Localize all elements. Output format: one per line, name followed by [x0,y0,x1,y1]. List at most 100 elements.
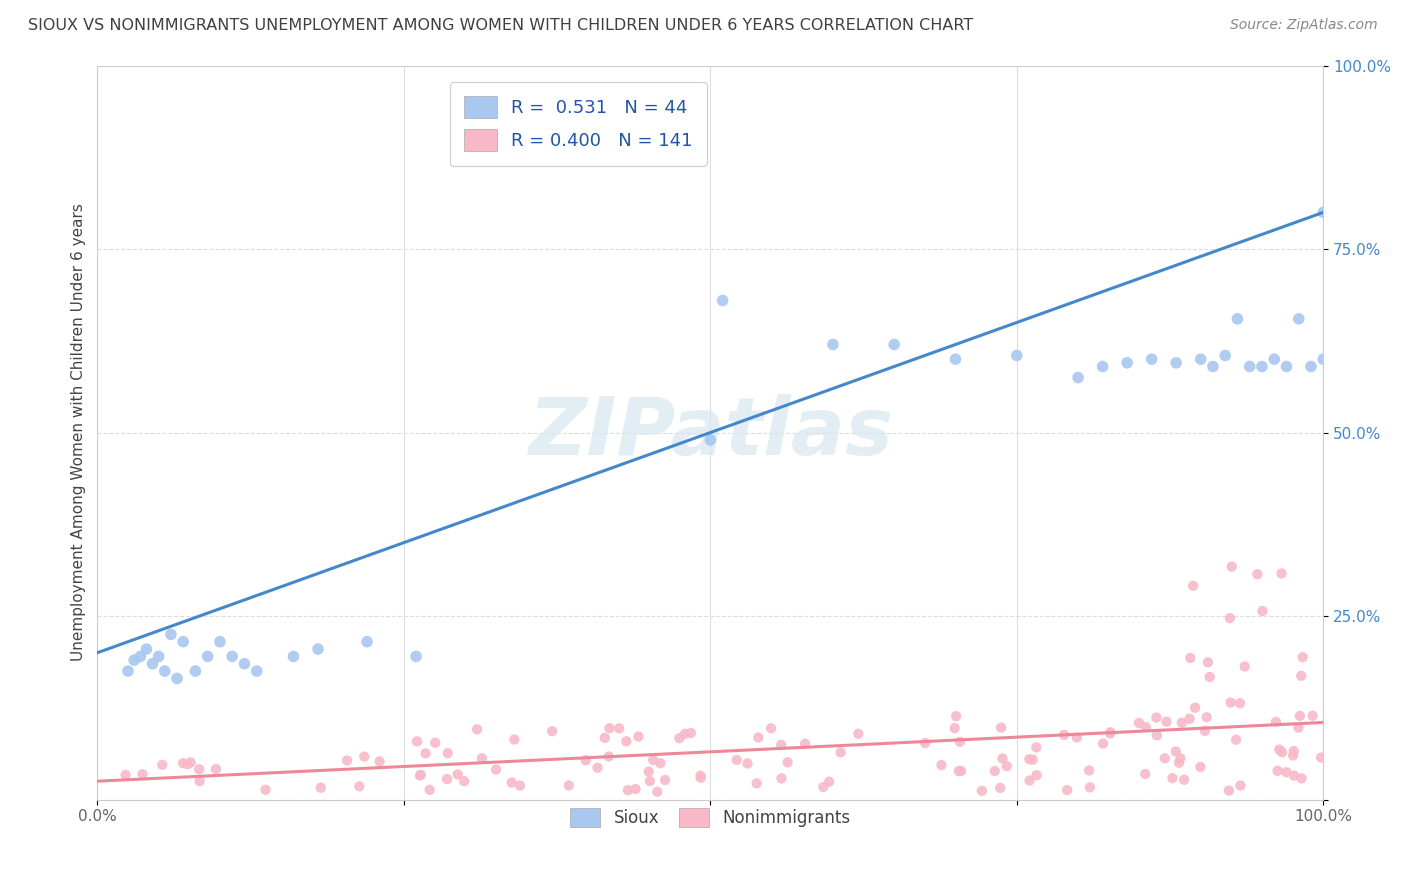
Point [1091,359,1114,374]
Point [1226,311,1249,326]
Point [176,757,198,772]
Point [830,745,852,759]
Point [1022,753,1045,767]
Point [1018,752,1040,766]
Point [943,721,966,735]
Legend: Sioux, Nonimmigrants: Sioux, Nonimmigrants [562,799,859,835]
Point [409,768,432,782]
Point [1184,700,1206,714]
Point [1282,744,1305,758]
Point [883,337,905,351]
Point [984,764,1007,778]
Point [931,758,953,772]
Point [172,756,194,771]
Point [668,731,690,746]
Point [1246,567,1268,582]
Text: ZIPatlas: ZIPatlas [527,393,893,472]
Point [988,780,1011,795]
Point [725,753,748,767]
Point [593,731,616,745]
Point [914,736,936,750]
Point [1251,359,1274,374]
Point [197,649,219,664]
Point [131,767,153,781]
Point [637,764,659,779]
Point [1229,779,1251,793]
Point [990,721,1012,735]
Point [436,746,458,760]
Point [1312,205,1334,219]
Point [1182,579,1205,593]
Point [1275,765,1298,780]
Point [117,664,139,678]
Point [1025,740,1047,755]
Point [150,757,173,772]
Point [1288,311,1310,326]
Point [509,779,531,793]
Point [1166,356,1188,370]
Text: Source: ZipAtlas.com: Source: ZipAtlas.com [1230,18,1378,32]
Point [1092,737,1115,751]
Point [283,649,305,664]
Point [1173,772,1195,787]
Point [465,723,488,737]
Point [1218,783,1240,797]
Point [643,753,665,767]
Point [1133,767,1156,781]
Point [638,774,661,789]
Point [1194,723,1216,738]
Point [575,753,598,767]
Point [221,649,243,664]
Point [1219,696,1241,710]
Point [650,756,672,771]
Point [1239,359,1261,374]
Point [1291,772,1313,786]
Point [1146,728,1168,742]
Point [160,627,183,641]
Point [1267,764,1289,778]
Point [1310,750,1333,764]
Point [436,772,458,786]
Text: SIOUX VS NONIMMIGRANTS UNEMPLOYMENT AMONG WOMEN WITH CHILDREN UNDER 6 YEARS CORR: SIOUX VS NONIMMIGRANTS UNEMPLOYMENT AMON… [28,18,973,33]
Point [1180,651,1202,665]
Point [1219,611,1241,625]
Point [1299,359,1322,374]
Point [1229,696,1251,710]
Point [180,756,202,770]
Point [184,664,207,678]
Point [770,772,793,786]
Point [1197,655,1219,669]
Point [1170,751,1192,765]
Point [794,737,817,751]
Point [453,774,475,789]
Point [945,709,967,723]
Point [166,672,188,686]
Point [485,763,508,777]
Point [598,721,620,735]
Point [846,727,869,741]
Point [645,785,668,799]
Point [208,634,231,648]
Point [1067,370,1090,384]
Point [1225,732,1247,747]
Point [1213,349,1236,363]
Point [405,649,427,664]
Point [1171,715,1194,730]
Point [356,634,378,648]
Point [1268,742,1291,756]
Point [759,722,782,736]
Point [415,747,437,761]
Point [471,751,494,765]
Point [1202,359,1225,374]
Point [309,780,332,795]
Point [995,759,1018,773]
Point [948,764,970,779]
Point [1140,352,1163,367]
Point [1116,356,1139,370]
Point [541,724,564,739]
Point [711,293,734,308]
Point [406,734,429,748]
Point [1264,714,1286,729]
Point [689,771,711,785]
Point [1289,669,1312,683]
